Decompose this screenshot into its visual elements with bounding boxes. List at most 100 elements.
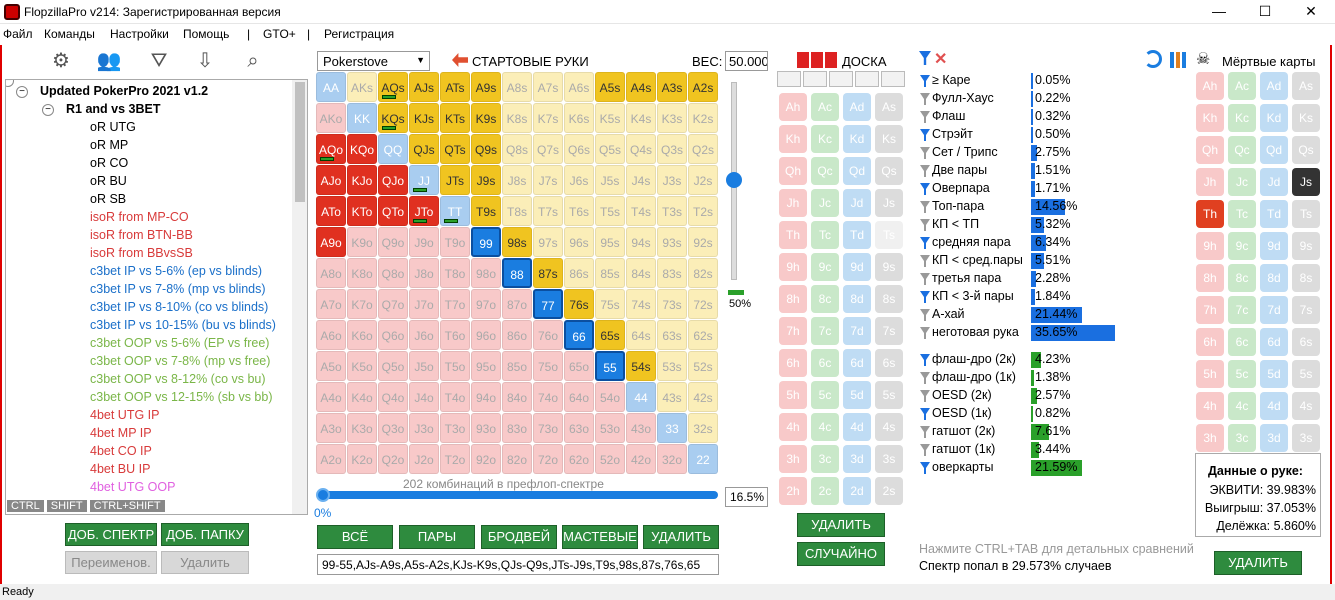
add-range-button[interactable]: ДОБ. СПЕКТР: [65, 523, 157, 546]
board-card[interactable]: Jd: [843, 189, 871, 217]
hand-cell[interactable]: AJo: [316, 165, 346, 195]
hand-cell[interactable]: 33: [657, 413, 687, 443]
hand-cell[interactable]: J8o: [409, 258, 439, 288]
hand-cell[interactable]: 76o: [533, 320, 563, 350]
board-card[interactable]: 2c: [811, 477, 839, 505]
percent-slider-track[interactable]: [318, 491, 718, 499]
hand-cell[interactable]: J4o: [409, 382, 439, 412]
hand-cell[interactable]: J3s: [657, 165, 687, 195]
tree-item[interactable]: c3bet OOP vs 7-8% (mp vs free): [90, 354, 271, 368]
stat-label[interactable]: оверкарты: [932, 460, 994, 474]
tree-item[interactable]: c3bet IP vs 5-6% (ep vs blinds): [90, 264, 263, 278]
hand-cell[interactable]: 92o: [471, 444, 501, 474]
hand-cell[interactable]: 95s: [595, 227, 625, 257]
collapse-icon[interactable]: −: [16, 86, 28, 98]
hand-cell[interactable]: T9o: [440, 227, 470, 257]
board-card[interactable]: 9h: [779, 253, 807, 281]
row-filter-icon[interactable]: [920, 273, 930, 285]
tree-item[interactable]: c3bet OOP vs 8-12% (co vs bu): [90, 372, 266, 386]
board-card[interactable]: Ac: [811, 93, 839, 121]
hand-cell[interactable]: 98o: [471, 258, 501, 288]
hand-cell[interactable]: A7s: [533, 72, 563, 102]
dead-card[interactable]: 3s: [1292, 424, 1320, 452]
hand-cell[interactable]: A3o: [316, 413, 346, 443]
board-card[interactable]: Js: [875, 189, 903, 217]
settings-gear-icon[interactable]: ⚙: [52, 50, 70, 72]
hand-cell[interactable]: Q6o: [378, 320, 408, 350]
dead-card[interactable]: 4h: [1196, 392, 1224, 420]
stat-label[interactable]: КП < ТП: [932, 217, 980, 231]
board-card[interactable]: 9c: [811, 253, 839, 281]
hand-cell[interactable]: J6s: [564, 165, 594, 195]
stat-label[interactable]: гатшот (2к): [932, 424, 996, 438]
hand-cell[interactable]: 85o: [502, 351, 532, 381]
dead-card[interactable]: 6c: [1228, 328, 1256, 356]
board-card[interactable]: 7c: [811, 317, 839, 345]
board-card[interactable]: As: [875, 93, 903, 121]
rename-button[interactable]: Переименов.: [65, 551, 157, 574]
dead-card[interactable]: Js: [1292, 168, 1320, 196]
hand-cell[interactable]: ATs: [440, 72, 470, 102]
dead-card[interactable]: Ad: [1260, 72, 1288, 100]
menu-file[interactable]: Файл: [3, 27, 33, 41]
dead-card[interactable]: 5d: [1260, 360, 1288, 388]
tree-item[interactable]: oR MP: [90, 138, 129, 152]
dead-card[interactable]: Qs: [1292, 136, 1320, 164]
hand-cell[interactable]: 74o: [533, 382, 563, 412]
hand-cell[interactable]: Q6s: [564, 134, 594, 164]
dead-card[interactable]: 5c: [1228, 360, 1256, 388]
board-random-button[interactable]: СЛУЧАЙНО: [797, 542, 885, 566]
hand-cell[interactable]: 83o: [502, 413, 532, 443]
hand-cell[interactable]: A9s: [471, 72, 501, 102]
board-card[interactable]: 7h: [779, 317, 807, 345]
hand-cell[interactable]: 53s: [657, 351, 687, 381]
hand-cell[interactable]: T8s: [502, 196, 532, 226]
hand-cell[interactable]: Q4s: [626, 134, 656, 164]
tree-item[interactable]: c3bet IP vs 10-15% (bu vs blinds): [90, 318, 276, 332]
hand-cell[interactable]: K5s: [595, 103, 625, 133]
board-card[interactable]: Ad: [843, 93, 871, 121]
hand-cell[interactable]: A2s: [688, 72, 718, 102]
filter-add-icon[interactable]: ⛛: [150, 50, 168, 72]
board-card[interactable]: 3s: [875, 445, 903, 473]
board-card[interactable]: Ts: [875, 221, 903, 249]
row-filter-icon[interactable]: [920, 426, 930, 438]
hand-cell[interactable]: T6s: [564, 196, 594, 226]
hand-cell[interactable]: J5o: [409, 351, 439, 381]
import-icon[interactable]: ⇩: [196, 50, 214, 72]
stat-label[interactable]: OESD (1к): [932, 406, 992, 420]
board-card[interactable]: Td: [843, 221, 871, 249]
stat-label[interactable]: КП < 3-й пары: [932, 289, 1014, 303]
hand-cell[interactable]: Q8s: [502, 134, 532, 164]
hand-cell[interactable]: A6o: [316, 320, 346, 350]
hand-cell[interactable]: A2o: [316, 444, 346, 474]
dead-card[interactable]: Kc: [1228, 104, 1256, 132]
tree-scroll-thumb[interactable]: [295, 82, 305, 202]
hand-cell[interactable]: T7o: [440, 289, 470, 319]
hand-cell[interactable]: 97o: [471, 289, 501, 319]
tree-item[interactable]: c3bet OOP vs 5-6% (EP vs free): [90, 336, 270, 350]
board-card[interactable]: Ah: [779, 93, 807, 121]
dead-card[interactable]: Jd: [1260, 168, 1288, 196]
collapse-icon[interactable]: −: [6, 80, 14, 87]
hand-cell[interactable]: 94s: [626, 227, 656, 257]
dead-card[interactable]: Jc: [1228, 168, 1256, 196]
hand-cell[interactable]: 87s: [533, 258, 563, 288]
hand-cell[interactable]: K2s: [688, 103, 718, 133]
board-card[interactable]: 6s: [875, 349, 903, 377]
dead-card[interactable]: 9s: [1292, 232, 1320, 260]
board-card[interactable]: 5h: [779, 381, 807, 409]
board-card[interactable]: Jh: [779, 189, 807, 217]
hand-cell[interactable]: K6o: [347, 320, 377, 350]
board-card[interactable]: 5c: [811, 381, 839, 409]
hand-cell[interactable]: A5o: [316, 351, 346, 381]
hand-cell[interactable]: 95o: [471, 351, 501, 381]
hand-cell[interactable]: AKs: [347, 72, 377, 102]
board-card[interactable]: Jc: [811, 189, 839, 217]
dead-card[interactable]: 6h: [1196, 328, 1224, 356]
hand-cell[interactable]: 42o: [626, 444, 656, 474]
hand-cell[interactable]: K9o: [347, 227, 377, 257]
hand-cell[interactable]: 55: [595, 351, 625, 381]
dead-card[interactable]: Ks: [1292, 104, 1320, 132]
board-card[interactable]: 4d: [843, 413, 871, 441]
